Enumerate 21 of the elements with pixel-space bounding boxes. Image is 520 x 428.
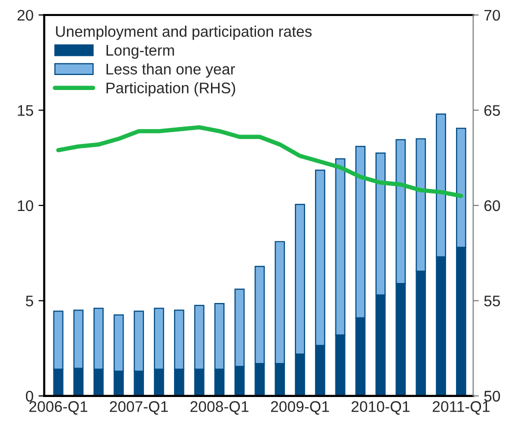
x-tick-label: 2010-Q1 [352,401,410,415]
line-series [56,125,464,198]
x-tick-label: 2008-Q1 [190,401,248,415]
y2-tick-label: 50 [484,390,500,402]
x-tick-label: 2009-Q1 [271,401,329,415]
x-tick-label: 2006-Q1 [29,401,88,415]
y-tick-label: 10 [18,200,34,212]
y2-tick-label: 65 [484,105,500,116]
y-tick-label: 15 [18,105,34,116]
legend-label: Participation (RHS) [106,82,236,96]
y-tick-label: 0 [26,390,34,402]
y2-tick-label: 55 [484,296,500,306]
legend-title: Unemployment and participation rates [56,26,312,40]
y-tick-label: 5 [26,296,34,306]
y2-tick-label: 60 [484,200,500,212]
x-tick-label: 2007-Q1 [110,401,168,415]
legend-label: Less than one year [106,63,236,78]
legend-label: Long-term [106,45,174,59]
y-tick-label: 20 [18,10,34,21]
y2-tick-label: 70 [484,10,500,21]
x-tick-label: 2011-Q1 [432,401,490,415]
